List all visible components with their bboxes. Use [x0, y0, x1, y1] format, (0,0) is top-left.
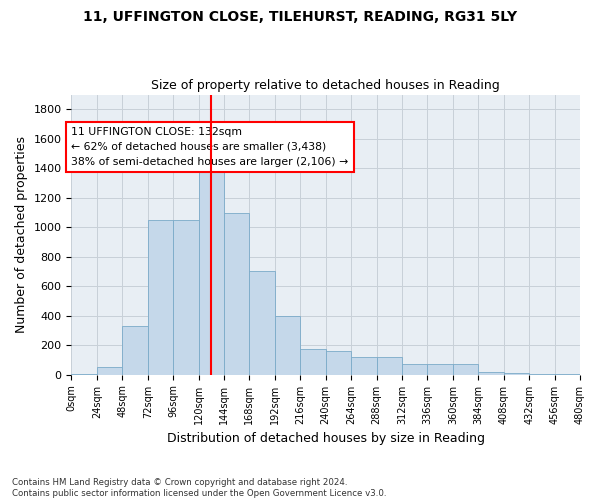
Bar — [504, 373, 529, 374]
Bar — [148, 220, 173, 374]
Bar — [326, 351, 351, 374]
Text: 11 UFFINGTON CLOSE: 132sqm
← 62% of detached houses are smaller (3,438)
38% of s: 11 UFFINGTON CLOSE: 132sqm ← 62% of deta… — [71, 127, 349, 166]
Text: Contains HM Land Registry data © Crown copyright and database right 2024.
Contai: Contains HM Land Registry data © Crown c… — [12, 478, 386, 498]
Text: 11, UFFINGTON CLOSE, TILEHURST, READING, RG31 5LY: 11, UFFINGTON CLOSE, TILEHURST, READING,… — [83, 10, 517, 24]
Bar — [250, 272, 275, 374]
Bar — [275, 316, 300, 374]
Bar — [453, 364, 478, 374]
Bar — [97, 368, 122, 374]
Bar — [300, 349, 326, 374]
Bar — [173, 220, 199, 374]
Bar — [377, 357, 402, 374]
Bar — [478, 372, 504, 374]
Bar — [351, 357, 377, 374]
Y-axis label: Number of detached properties: Number of detached properties — [15, 136, 28, 333]
Title: Size of property relative to detached houses in Reading: Size of property relative to detached ho… — [151, 79, 500, 92]
Bar — [199, 161, 224, 374]
Bar — [427, 364, 453, 374]
Bar — [224, 212, 250, 374]
Bar — [122, 326, 148, 374]
X-axis label: Distribution of detached houses by size in Reading: Distribution of detached houses by size … — [167, 432, 485, 445]
Bar — [402, 364, 427, 374]
